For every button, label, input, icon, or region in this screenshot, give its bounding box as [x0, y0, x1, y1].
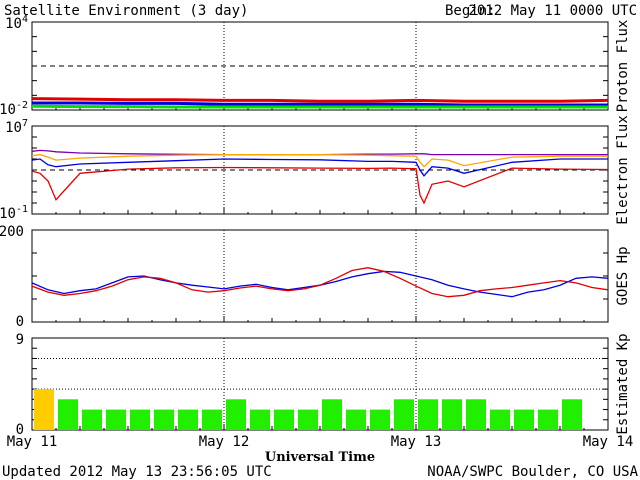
series-line-2-1	[31, 267, 609, 298]
series-line-1-2	[31, 158, 608, 177]
y-axis-label-3: Estimated Kp	[615, 333, 631, 434]
x-axis-label: Universal Time	[265, 450, 375, 465]
x-tick-label-2: May 13	[391, 434, 442, 450]
y-axis-label-2: GOES Hp	[615, 246, 631, 305]
kp-bar-17	[442, 399, 462, 430]
kp-bar-20	[514, 409, 534, 430]
y-tick-label-1-1: 10-1	[0, 204, 28, 222]
series-line-0-1	[32, 101, 608, 107]
begin-label: Begin:	[445, 3, 496, 19]
y-axis-label-1: Electron Flux	[615, 115, 631, 225]
series-line-0-2	[31, 104, 608, 109]
kp-bar-22	[562, 399, 582, 430]
kp-bar-0	[34, 389, 54, 430]
x-tick-label-0: May 11	[7, 434, 58, 450]
x-tick-label-3: May 14	[583, 434, 634, 450]
kp-bar-15	[394, 399, 414, 430]
panel-3: 9 0 Estimated Kp	[16, 332, 631, 438]
credit-text: NOAA/SWPC Boulder, CO USA	[427, 464, 638, 480]
y-tick-label-2-0: 200	[0, 224, 24, 240]
kp-bar-6	[178, 409, 198, 430]
begin-value: 2012 May 11 0000 UTC	[468, 3, 637, 19]
y-tick-label-1-0: 107	[5, 118, 28, 136]
y-tick-label-3-1: 0	[16, 422, 24, 438]
kp-bar-16	[418, 399, 438, 430]
kp-bar-5	[154, 409, 174, 430]
kp-bar-18	[466, 399, 486, 430]
kp-bar-8	[226, 399, 246, 430]
kp-bar-4	[130, 409, 150, 430]
kp-bar-13	[346, 409, 366, 430]
kp-bar-10	[274, 409, 294, 430]
kp-bar-9	[250, 409, 270, 430]
series-line-1-1	[31, 153, 608, 168]
kp-bar-2	[82, 409, 102, 430]
y-tick-label-0-1: 10-2	[0, 100, 28, 118]
panel-2: 200 0 GOES Hp	[0, 224, 631, 330]
series-line-1-0	[31, 149, 608, 156]
x-tick-label-1: May 12	[199, 434, 250, 450]
chart-title: Satellite Environment (3 day)	[4, 3, 248, 19]
kp-bar-21	[538, 409, 558, 430]
panel-0: 104 10-2 Proton Flux	[0, 14, 631, 118]
panel-1: 107 10-1 Electron Flux	[0, 115, 631, 225]
kp-bar-1	[58, 399, 78, 430]
kp-bar-7	[202, 409, 222, 430]
updated-text: Updated 2012 May 13 23:56:05 UTC	[2, 464, 272, 480]
series-line-0-0	[31, 97, 609, 103]
kp-bar-19	[490, 409, 510, 430]
kp-bar-3	[106, 409, 126, 430]
y-tick-label-0-0: 104	[5, 14, 28, 32]
y-tick-label-2-1: 0	[16, 314, 24, 330]
kp-bar-12	[322, 399, 342, 430]
series-line-1-3	[31, 166, 609, 205]
kp-bar-14	[370, 409, 390, 430]
y-tick-label-3-0: 9	[16, 332, 24, 348]
y-axis-label-0: Proton Flux	[615, 20, 631, 113]
kp-bar-11	[298, 409, 318, 430]
panel-frame-2	[31, 229, 609, 323]
